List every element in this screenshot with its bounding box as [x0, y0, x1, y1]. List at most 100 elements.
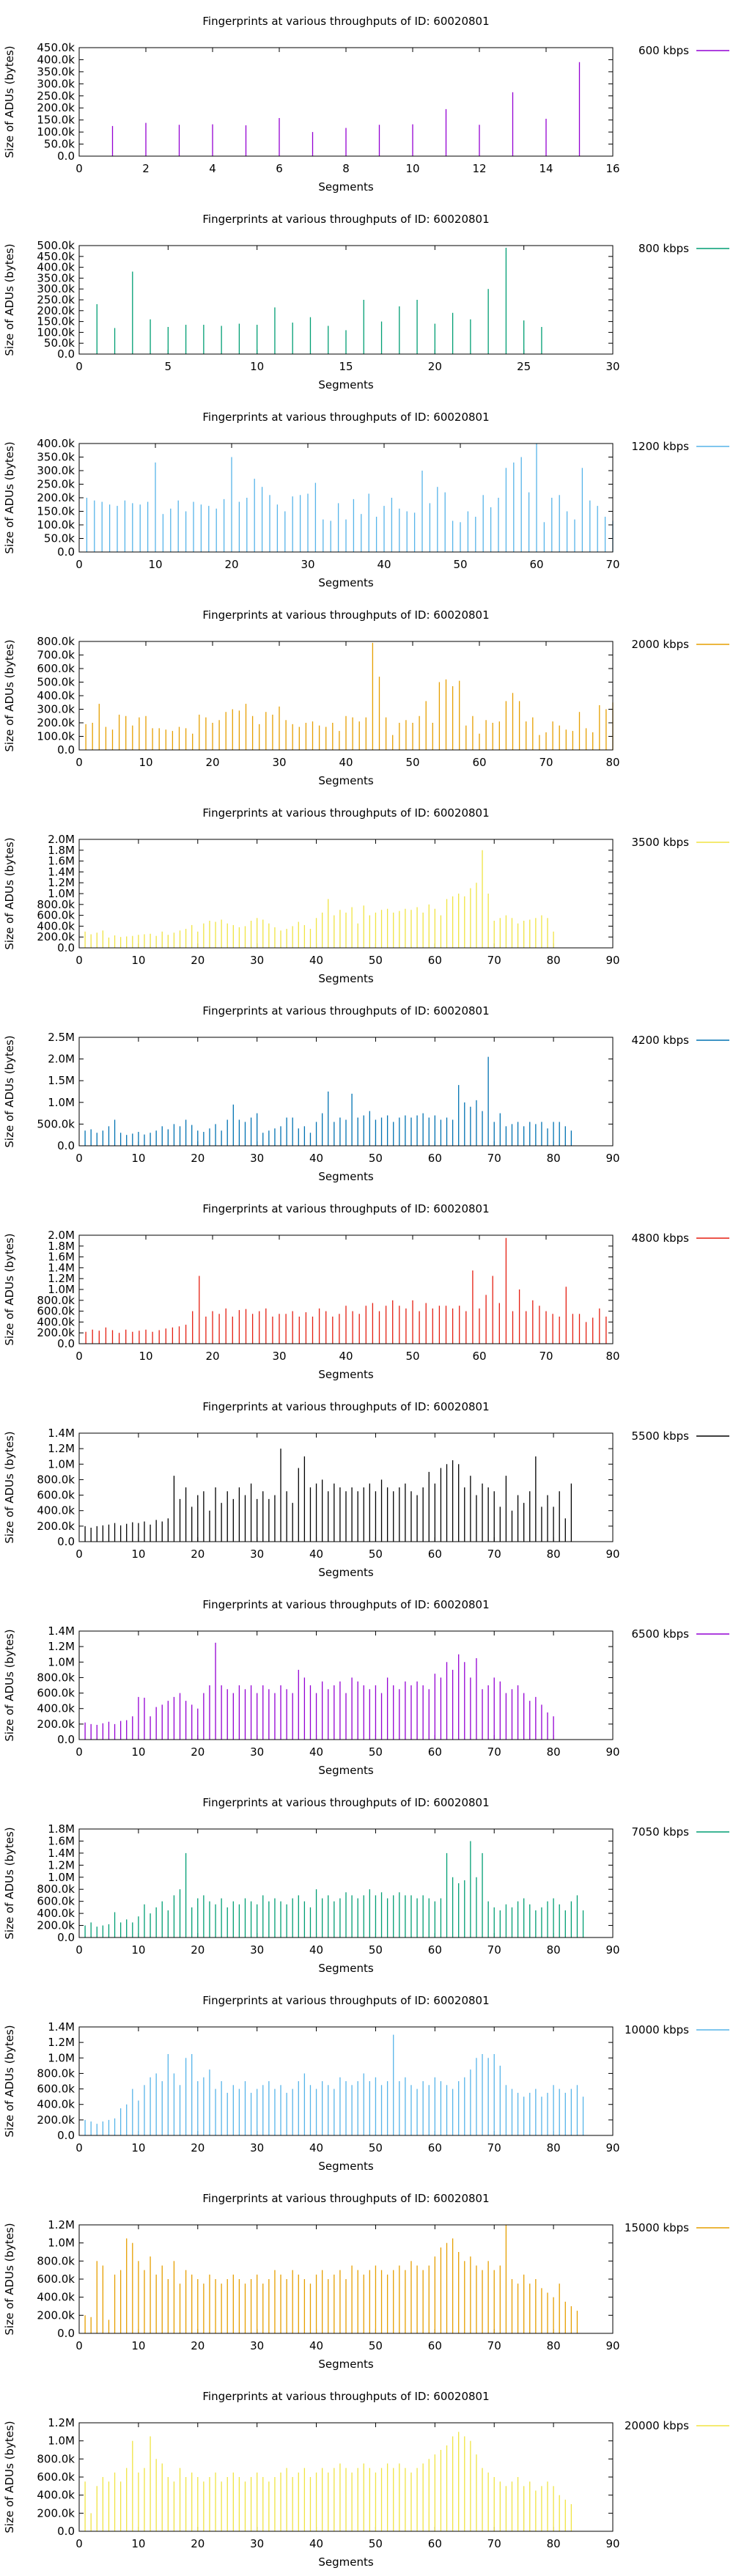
x-tick-label: 20	[191, 1548, 205, 1561]
plot-frame	[78, 47, 614, 157]
y-tick-label: 200.0k	[37, 716, 75, 729]
y-tick-label: 0.0	[57, 1931, 75, 1944]
y-axis-label: Size of ADUs (bytes)	[3, 2421, 16, 2533]
x-tick-label: 60	[428, 2537, 442, 2550]
plot-frame	[78, 1432, 614, 1542]
y-tick-label: 1.8M	[48, 844, 75, 857]
chart-svg: Fingerprints at various throughputs of I…	[3, 806, 729, 985]
y-tick-label: 800.0k	[37, 898, 75, 911]
y-tick-label: 500.0k	[37, 1117, 75, 1130]
y-axis-label: Size of ADUs (bytes)	[3, 2025, 16, 2137]
y-tick-label: 600.0k	[37, 2273, 75, 2286]
plot-frame	[78, 1828, 614, 1938]
x-tick-label: 90	[605, 2537, 619, 2550]
x-tick-label: 70	[539, 1350, 553, 1363]
x-tick-label: 10	[131, 1943, 145, 1957]
x-tick-label: 60	[428, 1943, 442, 1957]
y-tick-label: 50.0k	[44, 138, 75, 151]
y-tick-label: 100.0k	[37, 730, 75, 743]
x-tick-label: 20	[205, 1350, 219, 1363]
chart-panel: Fingerprints at various throughputs of I…	[0, 198, 733, 396]
y-tick-label: 400.0k	[37, 1702, 75, 1715]
y-tick-label: 1.4M	[48, 1847, 75, 1860]
y-tick-label: 800.0k	[37, 1671, 75, 1684]
series-bars	[85, 1237, 607, 1344]
x-tick-label: 0	[75, 1152, 83, 1165]
y-tick-label: 200.0k	[37, 1718, 75, 1731]
y-tick-label: 200.0k	[37, 1919, 75, 1932]
y-tick-label: 400.0k	[37, 1907, 75, 1920]
y-tick-label: 600.0k	[37, 1489, 75, 1502]
chart-title: Fingerprints at various throughputs of I…	[202, 15, 489, 28]
x-tick-label: 60	[472, 1350, 486, 1363]
x-axis-label: Segments	[318, 2555, 374, 2569]
x-tick-label: 80	[547, 1152, 561, 1165]
series-bars	[84, 850, 554, 948]
legend-label: 4200 kbps	[632, 1034, 690, 1047]
y-tick-label: 0.0	[57, 545, 75, 559]
y-tick-label: 0.0	[57, 1139, 75, 1152]
y-axis-label: Size of ADUs (bytes)	[3, 243, 16, 356]
x-tick-label: 80	[547, 2537, 561, 2550]
chart-panel: Fingerprints at various throughputs of I…	[0, 1583, 733, 1781]
y-axis-label: Size of ADUs (bytes)	[3, 1431, 16, 1543]
y-tick-label: 800.0k	[37, 1294, 75, 1307]
chart-title: Fingerprints at various throughputs of I…	[202, 608, 489, 622]
x-tick-label: 20	[191, 1943, 205, 1957]
y-tick-label: 100.0k	[37, 325, 75, 339]
y-tick-label: 200.0k	[37, 2506, 75, 2520]
x-tick-label: 70	[487, 2141, 501, 2154]
x-tick-label: 20	[205, 756, 219, 769]
x-axis-label: Segments	[318, 1170, 374, 1183]
y-tick-label: 300.0k	[37, 703, 75, 716]
chart-title: Fingerprints at various throughputs of I…	[202, 2192, 489, 2205]
y-tick-label: 1.2M	[48, 1858, 75, 1872]
legend-label: 20000 kbps	[625, 2419, 689, 2432]
y-tick-label: 1.0M	[48, 1871, 75, 1884]
x-tick-label: 80	[547, 954, 561, 967]
x-tick-label: 50	[369, 1943, 383, 1957]
x-axis-label: Segments	[318, 378, 374, 391]
x-tick-label: 50	[369, 1745, 383, 1759]
x-tick-label: 8	[342, 162, 350, 175]
legend-label: 7050 kbps	[632, 1825, 690, 1839]
x-tick-label: 60	[428, 2339, 442, 2352]
x-tick-label: 10	[148, 558, 162, 571]
y-tick-label: 500.0k	[37, 676, 75, 689]
y-tick-label: 300.0k	[37, 464, 75, 477]
y-tick-label: 1.0M	[48, 2435, 75, 2448]
chart-panel: Fingerprints at various throughputs of I…	[0, 2375, 733, 2573]
y-tick-label: 350.0k	[37, 451, 75, 464]
y-tick-label: 400.0k	[37, 919, 75, 932]
chart-svg: Fingerprints at various throughputs of I…	[3, 213, 729, 391]
y-tick-label: 400.0k	[37, 2098, 75, 2111]
y-tick-label: 50.0k	[44, 336, 75, 350]
x-tick-label: 70	[605, 558, 619, 571]
x-tick-label: 25	[517, 360, 531, 373]
y-tick-label: 800.0k	[37, 1473, 75, 1486]
y-axis-label: Size of ADUs (bytes)	[3, 2223, 16, 2335]
y-tick-label: 1.0M	[48, 1457, 75, 1471]
y-tick-label: 800.0k	[37, 635, 75, 648]
legend-label: 1200 kbps	[632, 440, 690, 453]
chart-svg: Fingerprints at various throughputs of I…	[3, 411, 729, 589]
plot-frame	[78, 641, 614, 751]
y-tick-label: 1.4M	[48, 865, 75, 878]
chart-svg: Fingerprints at various throughputs of I…	[3, 2192, 729, 2371]
series-bars	[84, 2225, 578, 2333]
legend-label: 10000 kbps	[625, 2023, 689, 2036]
x-axis-label: Segments	[318, 576, 374, 589]
legend: 20000 kbps	[625, 2419, 729, 2432]
chart-panel: Fingerprints at various throughputs of I…	[0, 1385, 733, 1583]
y-axis-label: Size of ADUs (bytes)	[3, 837, 16, 949]
x-tick-label: 14	[539, 162, 553, 175]
y-tick-label: 0.0	[57, 941, 75, 954]
y-tick-label: 400.0k	[37, 1315, 75, 1328]
series-bars	[84, 2034, 584, 2135]
chart-title: Fingerprints at various throughputs of I…	[202, 806, 489, 820]
y-tick-label: 1.2M	[48, 876, 75, 889]
x-tick-label: 80	[547, 2339, 561, 2352]
x-tick-label: 60	[529, 558, 543, 571]
y-tick-label: 1.0M	[48, 2237, 75, 2250]
y-tick-label: 0.0	[57, 743, 75, 757]
